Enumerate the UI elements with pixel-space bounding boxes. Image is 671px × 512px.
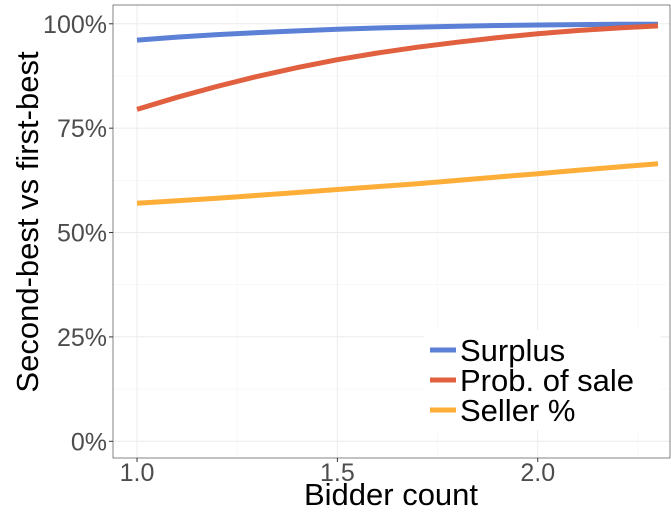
series-line-0 bbox=[136, 21, 658, 43]
legend-label-2: Seller % bbox=[460, 393, 575, 428]
x-tick-label: 1.5 bbox=[320, 459, 355, 487]
y-tick-label: 50% bbox=[57, 220, 107, 248]
legend-label-0: Surplus bbox=[460, 333, 565, 368]
y-tick-label: 25% bbox=[57, 324, 107, 352]
x-tick-label: 2.0 bbox=[520, 459, 555, 487]
series-lines bbox=[136, 21, 659, 206]
x-axis-title: Bidder count bbox=[304, 477, 478, 512]
y-axis-title: Second-best vs first-best bbox=[10, 51, 45, 393]
y-axis-ticks: 0% 25% 50% 75% 100% bbox=[43, 11, 113, 456]
series-line-1 bbox=[136, 23, 659, 112]
grid bbox=[113, 5, 670, 458]
legend-label-1: Prob. of sale bbox=[460, 363, 634, 398]
plot-panel-border bbox=[112, 4, 671, 459]
y-tick-label: 75% bbox=[57, 115, 107, 143]
y-tick-label: 100% bbox=[43, 11, 107, 39]
series-line-2 bbox=[136, 161, 659, 206]
y-tick-label: 0% bbox=[71, 428, 107, 456]
x-axis-ticks: 1.0 1.5 2.0 bbox=[120, 458, 555, 487]
legend-background bbox=[424, 330, 660, 430]
x-tick-label: 1.0 bbox=[120, 459, 155, 487]
